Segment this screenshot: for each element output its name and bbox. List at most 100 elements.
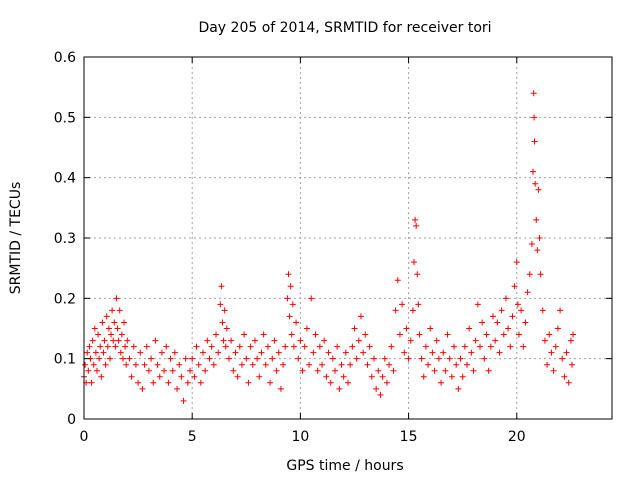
data-point: [526, 271, 533, 278]
data-point: [552, 343, 559, 350]
data-point: [533, 216, 540, 223]
data-point: [544, 361, 551, 368]
data-point: [112, 343, 119, 350]
data-point: [163, 343, 170, 350]
y-tick-label: 0.2: [54, 291, 76, 307]
data-point: [215, 349, 222, 356]
data-point: [306, 361, 313, 368]
data-point: [481, 355, 488, 362]
data-point: [487, 343, 494, 350]
data-point: [103, 313, 110, 320]
data-point: [152, 337, 159, 344]
data-point: [180, 397, 187, 404]
data-point: [536, 235, 543, 241]
data-point: [459, 373, 466, 380]
data-point: [396, 331, 403, 338]
data-point: [392, 307, 399, 314]
data-point: [451, 343, 458, 350]
data-point: [225, 355, 232, 362]
data-point: [267, 379, 274, 386]
data-point: [124, 337, 131, 344]
data-point: [347, 361, 354, 368]
data-point: [431, 367, 438, 374]
data-point: [90, 361, 97, 368]
data-point: [200, 349, 207, 356]
data-point: [204, 337, 211, 344]
data-point: [514, 301, 521, 308]
data-point: [351, 325, 358, 332]
data-point: [251, 337, 258, 344]
data-point: [222, 343, 229, 350]
data-point: [109, 307, 116, 314]
data-point: [195, 361, 202, 368]
data-point: [373, 385, 380, 392]
data-point: [535, 186, 542, 193]
data-point: [440, 349, 447, 356]
data-point: [496, 349, 503, 356]
data-point: [537, 271, 544, 278]
data-point: [498, 307, 505, 314]
data-point: [93, 367, 100, 374]
data-point: [412, 216, 419, 223]
data-point: [531, 138, 538, 145]
data-point: [238, 361, 245, 368]
data-point: [116, 307, 123, 314]
data-point: [386, 361, 393, 368]
data-point: [427, 325, 434, 332]
data-point: [210, 361, 217, 368]
data-point: [269, 355, 276, 362]
data-point: [258, 349, 265, 356]
data-point: [494, 319, 501, 326]
data-point: [531, 114, 538, 121]
data-point: [357, 313, 364, 320]
data-point: [399, 301, 406, 308]
data-point: [442, 367, 449, 374]
data-point: [561, 373, 568, 380]
data-point: [325, 349, 332, 356]
data-point: [530, 90, 537, 97]
data-point: [282, 343, 289, 350]
y-tick-label: 0.6: [54, 50, 76, 66]
data-point: [548, 349, 555, 356]
data-point: [446, 355, 453, 362]
data-point: [221, 307, 228, 314]
data-point: [171, 349, 178, 356]
data-point: [316, 343, 323, 350]
x-tick-label: 0: [80, 429, 89, 445]
data-point: [489, 313, 496, 320]
y-tick-label: 0: [67, 412, 76, 428]
data-point: [435, 355, 442, 362]
data-point: [293, 319, 300, 326]
data-point: [234, 373, 241, 380]
data-point: [570, 331, 577, 338]
data-point: [85, 367, 92, 374]
data-point: [280, 361, 287, 368]
data-point: [355, 337, 362, 344]
data-point: [468, 349, 475, 356]
data-point: [513, 259, 520, 266]
data-point: [364, 361, 371, 368]
data-point: [366, 343, 373, 350]
data-point: [353, 355, 360, 362]
data-point: [289, 301, 296, 308]
data-point: [433, 337, 440, 344]
data-point: [108, 331, 115, 338]
data-point: [88, 379, 95, 386]
data-point: [122, 343, 129, 350]
data-point: [218, 283, 225, 290]
data-point: [98, 373, 105, 380]
data-point: [470, 367, 477, 374]
data-point: [438, 379, 445, 386]
data-point: [243, 355, 250, 362]
data-point: [217, 301, 224, 308]
data-point: [457, 355, 464, 362]
data-point: [563, 349, 570, 356]
data-point: [522, 319, 529, 326]
data-point: [191, 373, 198, 380]
data-point: [132, 361, 139, 368]
data-point: [464, 361, 471, 368]
data-point: [285, 271, 292, 278]
data-point: [455, 385, 462, 392]
data-point: [202, 367, 209, 374]
data-point: [91, 325, 98, 332]
